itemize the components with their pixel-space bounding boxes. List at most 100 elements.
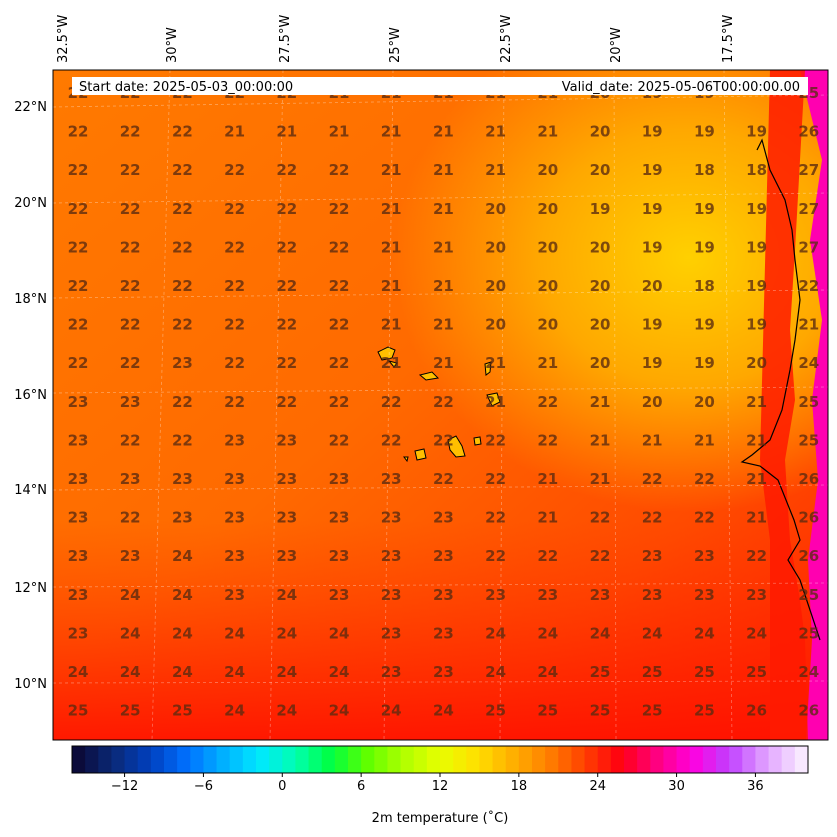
grid-value: 23 <box>433 509 454 527</box>
grid-value: 24 <box>68 663 89 681</box>
grid-value: 22 <box>276 277 297 295</box>
grid-value: 20 <box>485 277 506 295</box>
graticule <box>53 70 828 740</box>
grid-value: 20 <box>537 161 558 179</box>
grid-value: 22 <box>381 393 402 411</box>
latitude-labels: 22°N 20°N 18°N 16°N 14°N 12°N 10°N <box>14 100 47 692</box>
colorbar-segment <box>492 746 507 773</box>
grid-value: 22 <box>172 238 193 256</box>
grid-value: 21 <box>642 431 663 449</box>
colorbar-segment <box>164 746 178 773</box>
grid-value: 27 <box>798 238 819 256</box>
grid-value-layer: 22 22 22 22 22 21 21 21 21 21 20 19 19 25 22 22 22 21 21 21… <box>68 84 820 720</box>
grid-value: 23 <box>172 509 193 527</box>
lat-label: 20°N <box>14 196 47 211</box>
grid-value: 21 <box>590 393 611 411</box>
grid-value: 25 <box>537 702 558 720</box>
colorbar-segment <box>203 746 218 773</box>
grid-value: 21 <box>381 354 402 372</box>
grid-value: 23 <box>694 547 715 565</box>
grid-value: 23 <box>120 547 141 565</box>
temperature-field: 22 22 22 22 22 21 21 21 21 21 20 19 19 25 22 22 22 21 21 21… <box>53 70 828 740</box>
grid-value: 24 <box>537 663 558 681</box>
grid-value: 22 <box>172 316 193 334</box>
colorbar-segment <box>505 746 520 773</box>
grid-value: 22 <box>120 123 141 141</box>
grid-value: 24 <box>537 624 558 642</box>
grid-value: 20 <box>590 316 611 334</box>
grid-value: 23 <box>381 509 402 527</box>
grid-value: 22 <box>433 431 454 449</box>
colorbar-segment <box>229 746 244 773</box>
grid-value: 21 <box>746 470 767 488</box>
grid-value: 24 <box>172 663 193 681</box>
colorbar-tick-label: 36 <box>747 779 764 794</box>
grid-value: 23 <box>642 547 663 565</box>
colorbar-segment <box>624 746 638 773</box>
grid-value: 21 <box>746 509 767 527</box>
colorbar-segment <box>361 746 375 773</box>
grid-value: 23 <box>329 470 350 488</box>
grid-value: 21 <box>381 161 402 179</box>
grid-value: 23 <box>224 586 245 604</box>
grid-value: 22 <box>329 277 350 295</box>
grid-value: 20 <box>590 123 611 141</box>
colorbar-segment <box>755 746 770 773</box>
grid-value: 24 <box>485 624 506 642</box>
colorbar-tick-label: 0 <box>278 779 286 794</box>
grid-value: 19 <box>746 200 767 218</box>
grid-value: 20 <box>590 354 611 372</box>
grid-value: 23 <box>172 470 193 488</box>
grid-value: 22 <box>68 238 89 256</box>
grid-value: 21 <box>381 200 402 218</box>
grid-value: 21 <box>381 123 402 141</box>
grid-value: 21 <box>433 316 454 334</box>
grid-value: 19 <box>746 238 767 256</box>
grid-value: 21 <box>590 470 611 488</box>
grid-value: 25 <box>68 702 89 720</box>
grid-value: 24 <box>590 624 611 642</box>
grid-value: 23 <box>172 354 193 372</box>
grid-value: 22 <box>642 509 663 527</box>
grid-value: 23 <box>276 509 297 527</box>
grid-value: 18 <box>694 277 715 295</box>
grid-value: 22 <box>694 509 715 527</box>
grid-value: 21 <box>485 123 506 141</box>
grid-value: 21 <box>485 161 506 179</box>
grid-value: 20 <box>590 161 611 179</box>
grid-value: 25 <box>642 663 663 681</box>
grid-value: 24 <box>798 354 819 372</box>
grid-value: 24 <box>224 663 245 681</box>
grid-value: 20 <box>642 277 663 295</box>
grid-value: 20 <box>485 316 506 334</box>
grid-value: 25 <box>798 586 819 604</box>
colorbar-segment <box>781 746 796 773</box>
grid-value: 22 <box>276 316 297 334</box>
grid-value: 22 <box>120 354 141 372</box>
colorbar-tick-label: 24 <box>589 779 606 794</box>
grid-value: 23 <box>329 547 350 565</box>
colorbar-ticks: −12 −6 0 6 12 18 24 30 36 <box>111 773 764 794</box>
grid-value: 20 <box>537 238 558 256</box>
grid-value: 26 <box>798 702 819 720</box>
grid-value: 19 <box>746 277 767 295</box>
grid-value: 23 <box>68 431 89 449</box>
grid-value: 22 <box>68 277 89 295</box>
grid-value: 25 <box>485 702 506 720</box>
grid-value: 23 <box>746 586 767 604</box>
lon-label: 20°W <box>609 27 624 63</box>
grid-value: 22 <box>172 200 193 218</box>
colorbar-segment <box>177 746 191 773</box>
lat-label: 12°N <box>14 581 47 596</box>
grid-value: 23 <box>329 509 350 527</box>
colorbar-segment <box>124 746 139 773</box>
colorbar-segment <box>558 746 572 773</box>
date-banner <box>72 77 808 95</box>
grid-value: 24 <box>433 702 454 720</box>
grid-value: 19 <box>746 123 767 141</box>
grid-value: 21 <box>590 431 611 449</box>
grid-value: 24 <box>642 624 663 642</box>
grid-value: 19 <box>642 354 663 372</box>
grid-value: 22 <box>329 431 350 449</box>
grid-value: 22 <box>276 393 297 411</box>
